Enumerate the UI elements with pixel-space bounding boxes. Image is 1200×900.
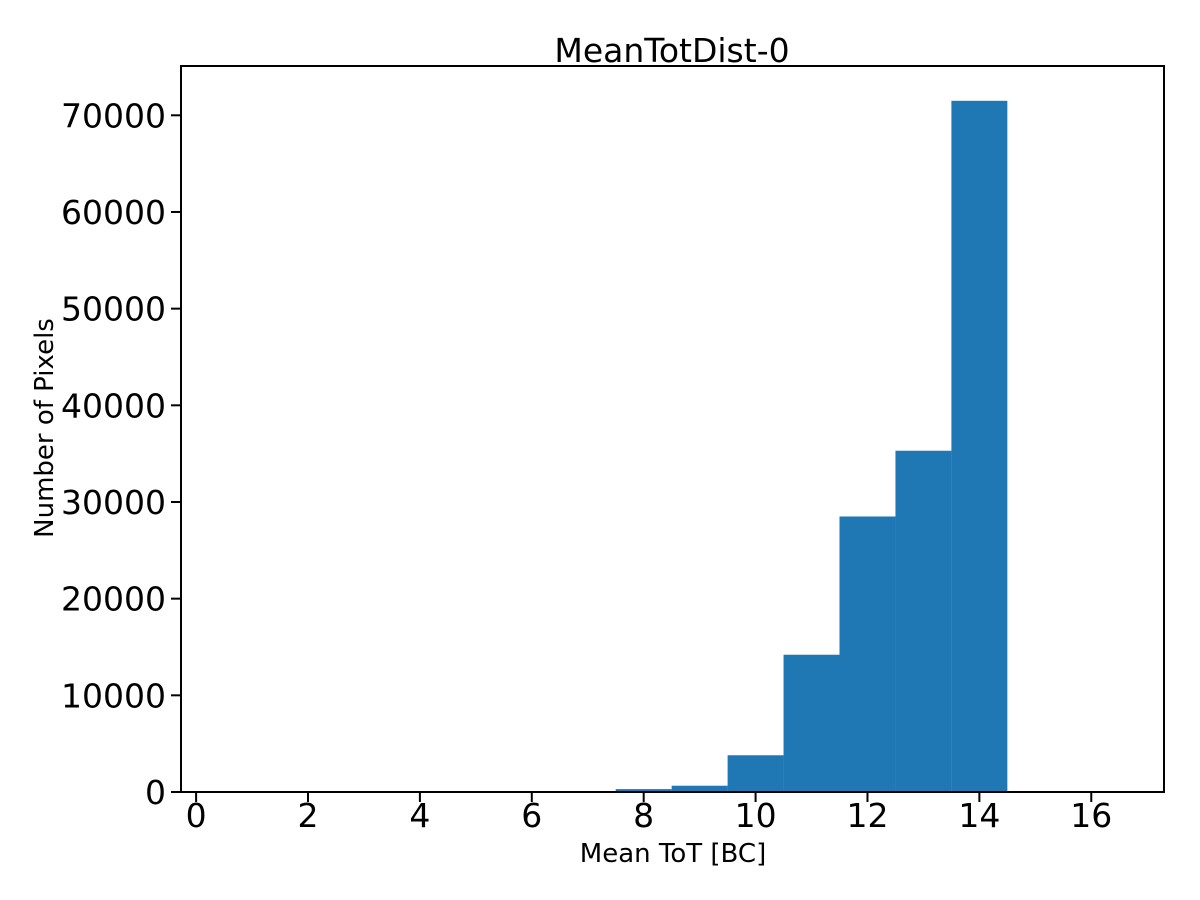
y-tick-label: 10000 [61,676,166,715]
x-tick-label: 4 [409,796,430,835]
x-tick-label: 2 [298,796,319,835]
y-tick-label: 0 [145,773,166,812]
y-tick-label: 50000 [61,290,166,329]
x-tick-label: 8 [633,796,654,835]
plot-frame [180,65,1165,793]
x-tick-label: 10 [735,796,777,835]
histogram-bar [783,654,840,792]
y-tick-label: 30000 [61,483,166,522]
histogram-bar [895,450,952,792]
x-tick-label: 12 [846,796,888,835]
x-axis-label: Mean ToT [BC] [580,839,766,869]
x-axis-ticks-group: 0 2 4 6 8 10 12 14 16 [186,792,1112,835]
y-tick-label: 70000 [61,96,166,135]
bars-group [615,100,1008,793]
x-tick-label: 14 [958,796,1000,835]
histogram-bar [615,789,672,792]
histogram-bar [671,785,728,792]
y-axis-ticks-group: 0 10000 20000 30000 40000 50000 60000 70000 [61,96,181,812]
x-tick-label: 0 [186,796,207,835]
chart-title: MeanTotDist-0 [554,31,789,70]
x-tick-label: 6 [521,796,542,835]
histogram-bar [839,516,896,792]
x-tick-label: 16 [1070,796,1112,835]
y-tick-label: 20000 [61,580,166,619]
histogram-bar [951,100,1008,793]
y-tick-label: 60000 [61,193,166,232]
histogram-bar [727,755,784,792]
y-axis-label: Number of Pixels [30,318,60,538]
y-tick-label: 40000 [61,386,166,425]
